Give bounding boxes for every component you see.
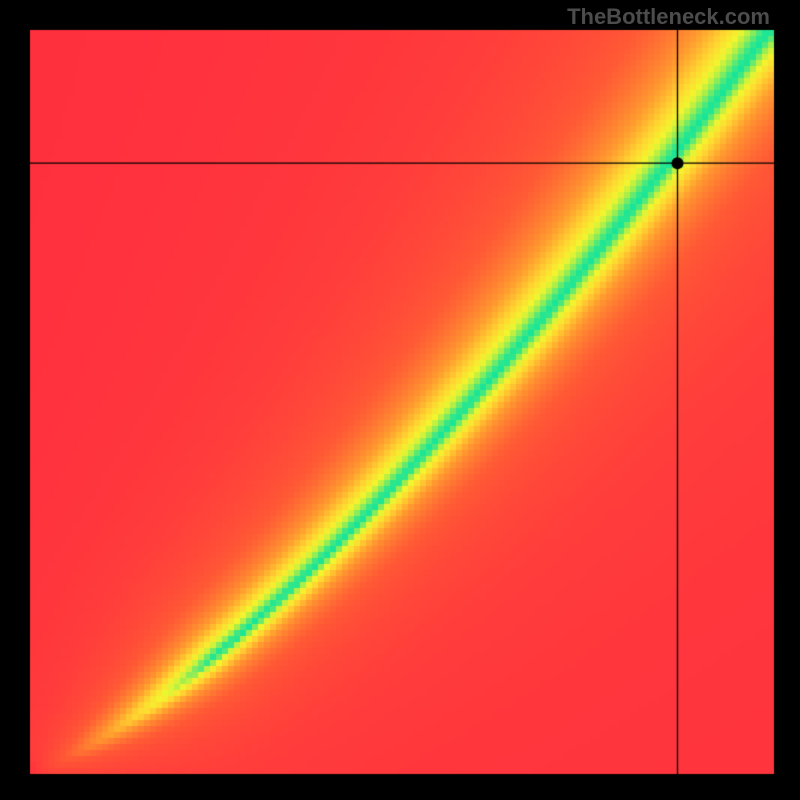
watermark-text: TheBottleneck.com [567, 4, 770, 30]
bottleneck-heatmap [0, 0, 800, 800]
